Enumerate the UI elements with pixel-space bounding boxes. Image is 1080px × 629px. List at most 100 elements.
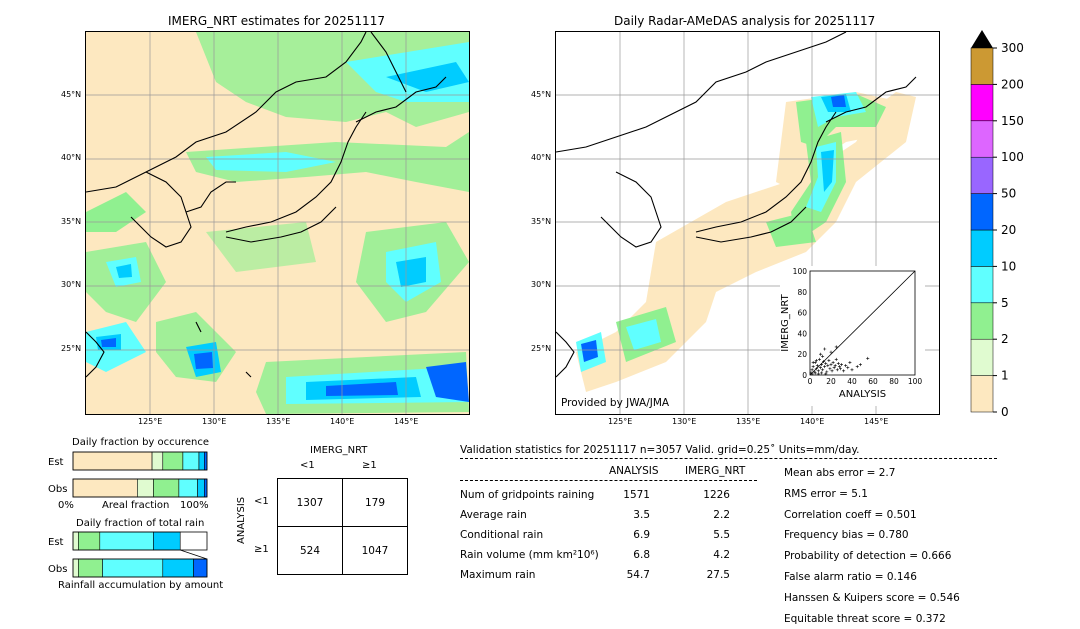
scatter-point bbox=[826, 364, 830, 368]
rain-chart-title: Daily fraction of total rain bbox=[76, 518, 205, 529]
validation-header: Validation statistics for 20251117 n=305… bbox=[460, 444, 860, 456]
left-precip-fields bbox=[86, 32, 469, 414]
colorbar-swatch bbox=[970, 338, 994, 376]
left-lat-label: 40°N bbox=[61, 153, 82, 162]
scatter-xlabel: ANALYSIS bbox=[839, 389, 886, 400]
scatter-point bbox=[817, 357, 821, 361]
stat-row-analysis: 3.5 bbox=[633, 509, 650, 521]
colorbar-extend-arrow bbox=[971, 30, 993, 48]
stat-row-label: Conditional rain bbox=[460, 529, 544, 541]
scatter-point bbox=[829, 363, 833, 367]
occurrence-axis-label: Areal fraction bbox=[102, 500, 170, 511]
scatter-point bbox=[842, 369, 846, 373]
score-item: RMS error = 5.1 bbox=[784, 487, 868, 500]
left-lon-label: 130°E bbox=[202, 417, 227, 426]
scatter-point bbox=[811, 361, 815, 365]
fraction-bar-segment bbox=[204, 478, 208, 498]
scatter-point bbox=[828, 367, 832, 371]
contingency-row-axis: ANALYSIS bbox=[236, 496, 247, 544]
colorbar-swatch bbox=[970, 375, 994, 413]
scatter-point bbox=[816, 369, 820, 373]
rain-obs-label: Obs bbox=[48, 564, 68, 575]
scatter-point bbox=[866, 356, 870, 360]
scatter-y-tick: 100 bbox=[793, 267, 808, 276]
contingency-cell: 1047 bbox=[342, 526, 408, 575]
scatter-point bbox=[832, 366, 836, 370]
scatter-point bbox=[858, 363, 862, 367]
data-credit: Provided by JWA/JMA bbox=[561, 397, 670, 409]
colorbar-swatch bbox=[970, 47, 994, 85]
colorbar-level-label: 2 bbox=[1001, 332, 1009, 346]
contingency-row-ge1: ≥1 bbox=[254, 544, 269, 555]
fraction-bar-segment bbox=[151, 451, 164, 471]
right-lat-label: 45°N bbox=[531, 90, 552, 99]
right-lon-label: 135°E bbox=[736, 417, 761, 426]
right-lon-label: 125°E bbox=[608, 417, 633, 426]
fraction-bar-segment bbox=[204, 451, 208, 471]
fraction-bar-frame bbox=[72, 478, 208, 498]
scatter-y-tick: 40 bbox=[797, 329, 807, 338]
scatter-point bbox=[810, 368, 814, 372]
colorbar-level-label: 200 bbox=[1001, 77, 1024, 91]
scatter-point bbox=[815, 364, 819, 368]
stat-row-label: Maximum rain bbox=[460, 569, 536, 581]
scatter-point bbox=[825, 370, 829, 374]
scatter-y-tick: 20 bbox=[797, 350, 807, 359]
occurrence-est-label: Est bbox=[48, 457, 64, 468]
right-lat-label: 40°N bbox=[531, 153, 552, 162]
scatter-point bbox=[811, 365, 815, 369]
fraction-bar-frame bbox=[72, 531, 208, 551]
colorbar-swatch bbox=[970, 229, 994, 267]
colorbar: 0 1 2 5 10 20 50 100 150 200 300 bbox=[970, 30, 1024, 419]
stat-row-imerg: 1226 bbox=[703, 489, 730, 501]
right-lat-label: 30°N bbox=[531, 280, 552, 289]
contingency-title: IMERG_NRT bbox=[310, 445, 368, 456]
scatter-y-tick: 80 bbox=[797, 288, 807, 297]
fraction-bar-segment bbox=[162, 558, 194, 578]
stat-row-label: Rain volume (mm km²10⁶) bbox=[460, 549, 599, 561]
stat-row-imerg: 4.2 bbox=[713, 549, 730, 561]
fraction-bar-segment bbox=[78, 531, 101, 551]
contingency-cell: 1307 bbox=[277, 478, 343, 527]
scatter-point bbox=[837, 365, 841, 369]
rain-est-label: Est bbox=[48, 537, 64, 548]
scatter-point bbox=[855, 365, 859, 369]
scatter-point bbox=[835, 368, 839, 372]
colorbar-level-label: 100 bbox=[1001, 150, 1024, 164]
left-lat-label: 45°N bbox=[61, 90, 82, 99]
scatter-x-tick: 40 bbox=[847, 377, 857, 386]
colorbar-swatch bbox=[970, 193, 994, 231]
stats-table-divider bbox=[460, 480, 757, 481]
fraction-bar-segment bbox=[153, 531, 181, 551]
right-lat-label: 25°N bbox=[531, 344, 552, 353]
left-lat-label: 25°N bbox=[61, 344, 82, 353]
scatter-point bbox=[848, 361, 852, 365]
left-map-canvas bbox=[86, 32, 469, 414]
scatter-point bbox=[823, 365, 827, 369]
scatter-x-tick: 60 bbox=[868, 377, 878, 386]
right-lon-label: 130°E bbox=[672, 417, 697, 426]
right-lon-label: 145°E bbox=[864, 417, 889, 426]
scatter-x-tick: 80 bbox=[889, 377, 899, 386]
colorbar-swatch bbox=[970, 156, 994, 194]
contingency-row-lt1: <1 bbox=[254, 496, 269, 507]
validation-divider bbox=[460, 458, 997, 459]
scatter-point bbox=[833, 364, 837, 368]
scatter-point bbox=[814, 358, 818, 362]
scatter-point bbox=[838, 367, 842, 371]
scatter-point bbox=[813, 371, 817, 375]
stat-row-imerg: 27.5 bbox=[706, 569, 730, 581]
occurrence-axis-left: 0% bbox=[58, 500, 74, 511]
stat-row-imerg: 2.2 bbox=[713, 509, 730, 521]
left-lat-label: 30°N bbox=[61, 280, 82, 289]
colorbar-level-label: 1 bbox=[1001, 369, 1009, 383]
occurrence-chart-title: Daily fraction by occurence bbox=[72, 437, 210, 448]
left-map-panel bbox=[85, 31, 470, 415]
right-map-canvas bbox=[556, 32, 939, 414]
occurrence-obs-label: Obs bbox=[48, 484, 68, 495]
scatter-x-tick: 0 bbox=[808, 377, 813, 386]
col-imerg: IMERG_NRT bbox=[685, 465, 746, 477]
fraction-bar-segment bbox=[162, 451, 184, 471]
scatter-plot: 00 20 20 40 40 60 60 80 80 100 100 ANALYSIS IMERG_NR… bbox=[780, 267, 922, 400]
scatter-point bbox=[816, 372, 820, 376]
